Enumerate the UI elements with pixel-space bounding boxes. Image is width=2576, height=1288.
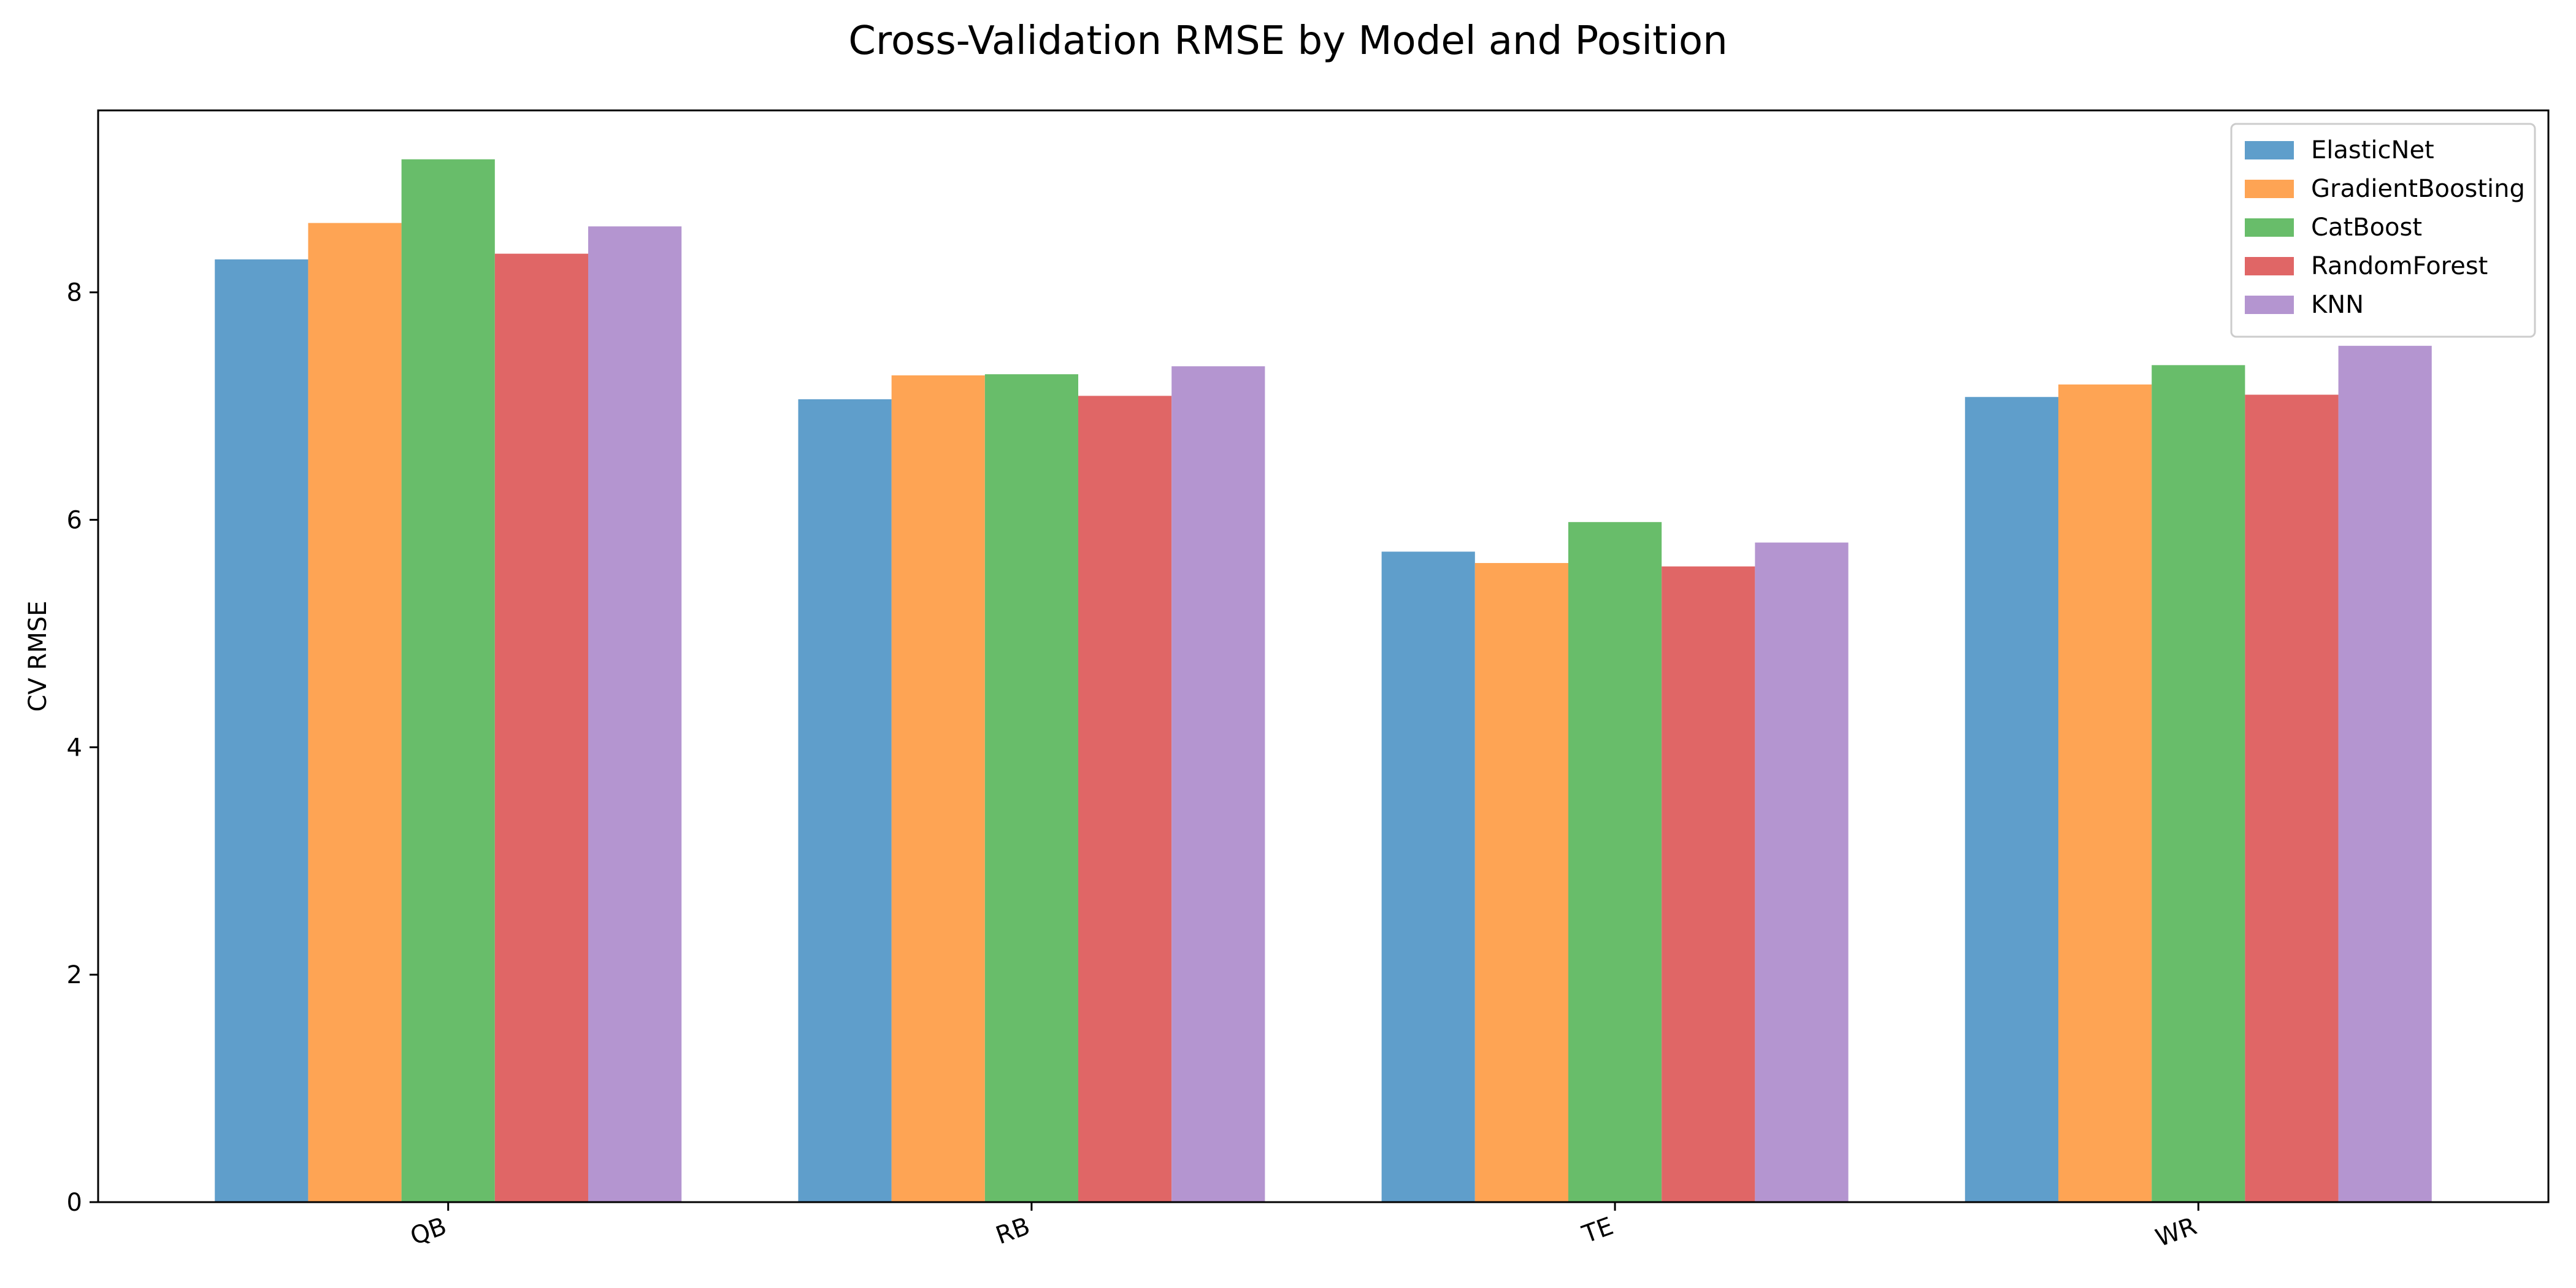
y-tick-label: 8 xyxy=(67,279,82,307)
legend-swatch-catboost xyxy=(2245,218,2294,237)
y-axis-label: CV RMSE xyxy=(24,601,52,712)
bar-knn-wr xyxy=(2338,345,2432,1202)
bar-randomforest-qb xyxy=(494,253,588,1203)
y-tick-label: 6 xyxy=(67,507,82,535)
bar-knn-qb xyxy=(588,226,682,1203)
bar-catboost-qb xyxy=(401,159,495,1203)
bar-catboost-te xyxy=(1568,522,1662,1203)
bar-randomforest-rb xyxy=(1078,396,1172,1202)
legend-swatch-randomforest xyxy=(2245,257,2294,275)
legend-swatch-knn xyxy=(2245,296,2294,314)
bar-elasticnet-qb xyxy=(215,259,309,1202)
legend-label-randomforest: RandomForest xyxy=(2311,252,2488,280)
bar-catboost-wr xyxy=(2152,365,2245,1202)
bar-knn-te xyxy=(1755,542,1849,1202)
bar-catboost-rb xyxy=(984,374,1078,1203)
bars-group xyxy=(215,159,2432,1203)
y-tick-label: 4 xyxy=(67,734,82,762)
legend-label-elasticnet: ElasticNet xyxy=(2311,136,2434,164)
chart-title: Cross-Validation RMSE by Model and Posit… xyxy=(848,18,1728,64)
bar-elasticnet-te xyxy=(1381,551,1475,1203)
legend-label-knn: KNN xyxy=(2311,291,2364,319)
bar-gradientboosting-qb xyxy=(308,223,402,1202)
bar-gradientboosting-te xyxy=(1474,562,1568,1203)
plot-frame xyxy=(97,109,2550,1203)
bar-gradientboosting-rb xyxy=(891,375,985,1202)
legend-frame xyxy=(2230,123,2536,338)
legend-label-catboost: CatBoost xyxy=(2311,213,2422,242)
y-axis: 0 2 4 6 8 xyxy=(67,279,98,1217)
legend: ElasticNet GradientBoosting CatBoost Random… xyxy=(2230,123,2536,338)
bar-elasticnet-rb xyxy=(798,399,892,1203)
bar-randomforest-te xyxy=(1662,566,1755,1202)
bar-gradientboosting-wr xyxy=(2058,384,2152,1202)
y-tick-label: 0 xyxy=(67,1189,82,1217)
bar-randomforest-wr xyxy=(2245,394,2339,1202)
legend-label-gradientboosting: GradientBoosting xyxy=(2311,175,2525,203)
legend-swatch-elasticnet xyxy=(2245,141,2294,159)
bar-knn-rb xyxy=(1171,366,1265,1203)
bar-elasticnet-wr xyxy=(1965,397,2058,1202)
y-tick-label: 2 xyxy=(67,961,82,989)
legend-swatch-gradientboosting xyxy=(2245,180,2294,198)
